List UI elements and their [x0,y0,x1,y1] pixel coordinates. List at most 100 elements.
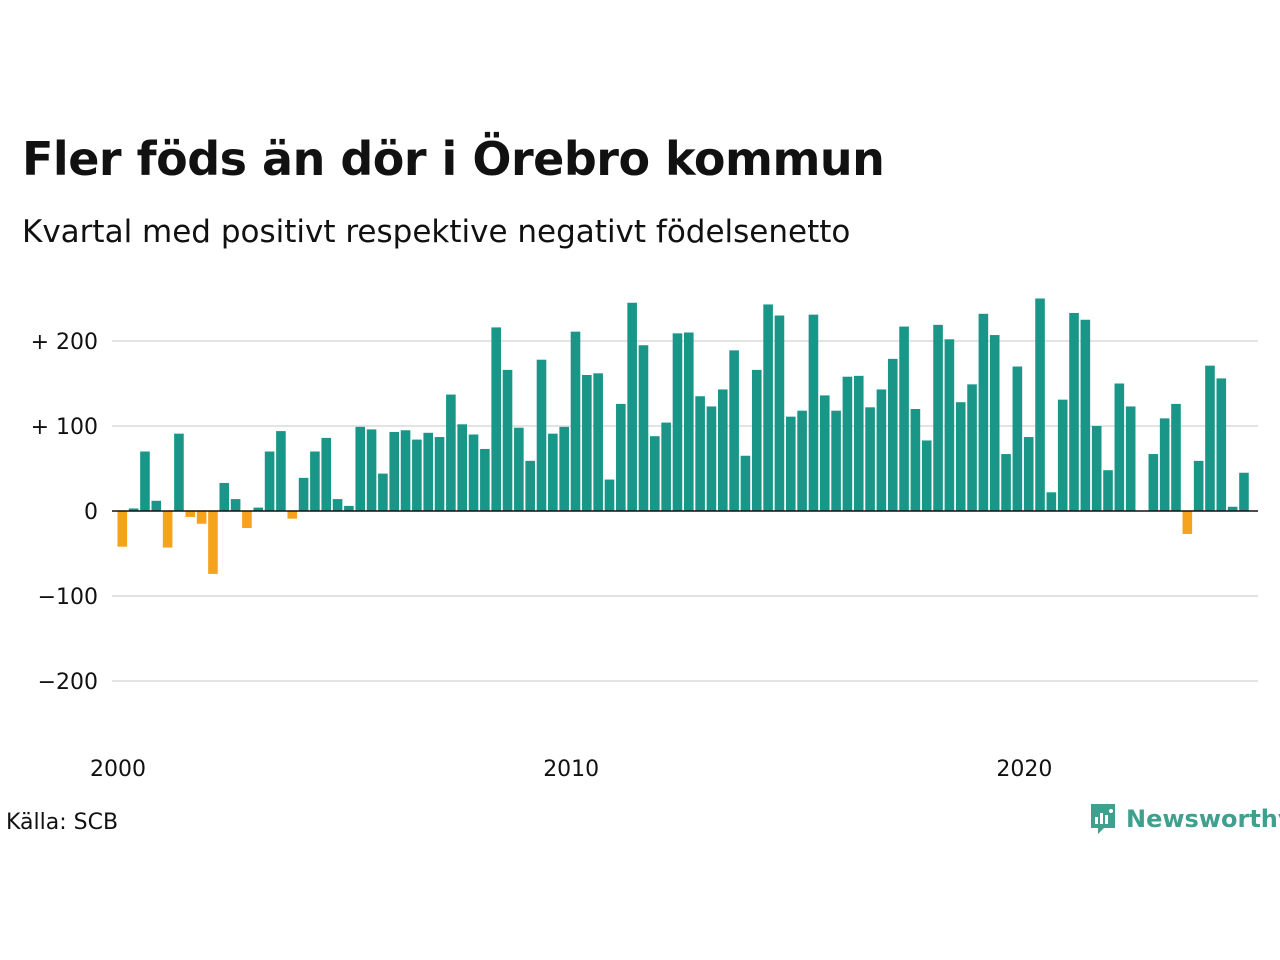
bar-positive [978,313,989,511]
bar-positive [604,479,615,511]
bar-negative [117,511,128,547]
bar-positive [785,416,796,511]
bar-positive [695,396,705,511]
bar-positive [944,339,955,511]
bar-positive [1148,454,1159,511]
bar-positive [128,508,139,511]
bar-positive [389,431,400,511]
bar-positive [423,432,434,511]
y-tick-label: + 100 [31,415,98,440]
bar-positive [955,402,966,511]
bar-positive [151,500,162,511]
bar-positive [400,430,411,511]
bar-positive [276,431,286,511]
bar-positive [1159,418,1170,511]
bar-positive [525,460,535,511]
bar-positive [1057,399,1068,511]
bar-positive [1193,460,1204,511]
bar-positive [1239,472,1249,511]
bar-positive [774,315,785,511]
bar-positive [672,333,683,511]
bar-positive [434,437,445,511]
bar-negative [208,511,218,574]
bar-positive [264,451,275,511]
bar-positive [797,410,807,511]
bar-positive [1103,470,1113,511]
bar-positive [808,314,819,511]
y-tick-label: −200 [38,670,98,695]
bar-positive [751,369,762,511]
bar-positive [650,436,660,511]
bar-positive [412,439,422,511]
bar-positive [140,451,150,511]
bar-positive [593,373,603,511]
bar-positive [321,437,332,511]
bar-positive [1125,406,1136,511]
bar-positive [661,422,671,511]
bar-positive [1171,403,1181,511]
bar-positive [989,335,1000,511]
y-tick-label: 0 [84,500,98,525]
bars [117,298,1249,574]
bar-positive [865,407,875,511]
bar-positive [174,433,184,511]
x-axis-tick-labels: 2000 2010 2020 [90,757,1052,782]
x-tick-label: 2000 [90,757,146,782]
x-tick-label: 2020 [996,757,1052,782]
bar-negative [287,511,298,519]
bar-positive [842,376,853,511]
bar-positive [1080,319,1091,511]
bar-positive [967,384,977,511]
bar-positive [502,369,513,511]
bar-positive [1023,437,1034,511]
bar-positive [706,406,717,511]
bar-positive [536,359,547,511]
bar-positive [298,477,309,511]
bar-positive [853,375,864,511]
bar-positive [616,403,626,511]
bar-positive [378,473,388,511]
chart-title: Fler föds än dör i Örebro kommun [22,132,885,186]
bar-positive [763,304,773,511]
bar-positive [559,426,569,511]
bar-positive [627,302,637,511]
bar-positive [230,499,241,511]
chart-subtitle: Kvartal med positivt respektive negativt… [22,214,851,250]
bar-positive [457,424,467,511]
bar-positive [1012,366,1023,511]
bar-positive [514,427,524,511]
bar-positive [219,482,230,511]
bar-positive [1227,506,1238,511]
x-tick-label: 2010 [543,757,599,782]
bar-positive [1205,365,1215,511]
bar-positive [876,389,887,511]
bar-positive [1091,426,1102,511]
bar-positive [480,448,490,511]
bar-positive [468,434,479,511]
bar-positive [1046,492,1057,511]
bar-positive [1069,312,1079,511]
bar-positive [491,327,501,511]
bar-negative [162,511,173,548]
bar-positive [582,375,592,511]
bar-positive [717,389,728,511]
bar-positive [548,433,558,511]
bar-positive [740,455,751,511]
bar-negative [242,511,252,528]
bar-positive [253,507,264,511]
bar-positive [1216,378,1227,511]
y-axis-tick-labels: + 200 + 100 0 −100 −200 [31,330,98,695]
bar-positive [1001,454,1011,511]
bar-positive [899,326,909,511]
source-note: Källa: SCB [6,810,119,835]
bar-positive [819,395,830,511]
bar-positive [355,426,366,511]
brand-logo[interactable]: Newsworthy [1088,802,1280,836]
bar-negative [185,511,196,517]
bar-positive [638,345,649,511]
bar-positive [1114,383,1125,511]
bar-positive [921,440,932,511]
y-tick-label: −100 [38,585,98,610]
newsworthy-logo-icon [1091,804,1115,834]
brand-name: Newsworthy [1126,805,1280,833]
